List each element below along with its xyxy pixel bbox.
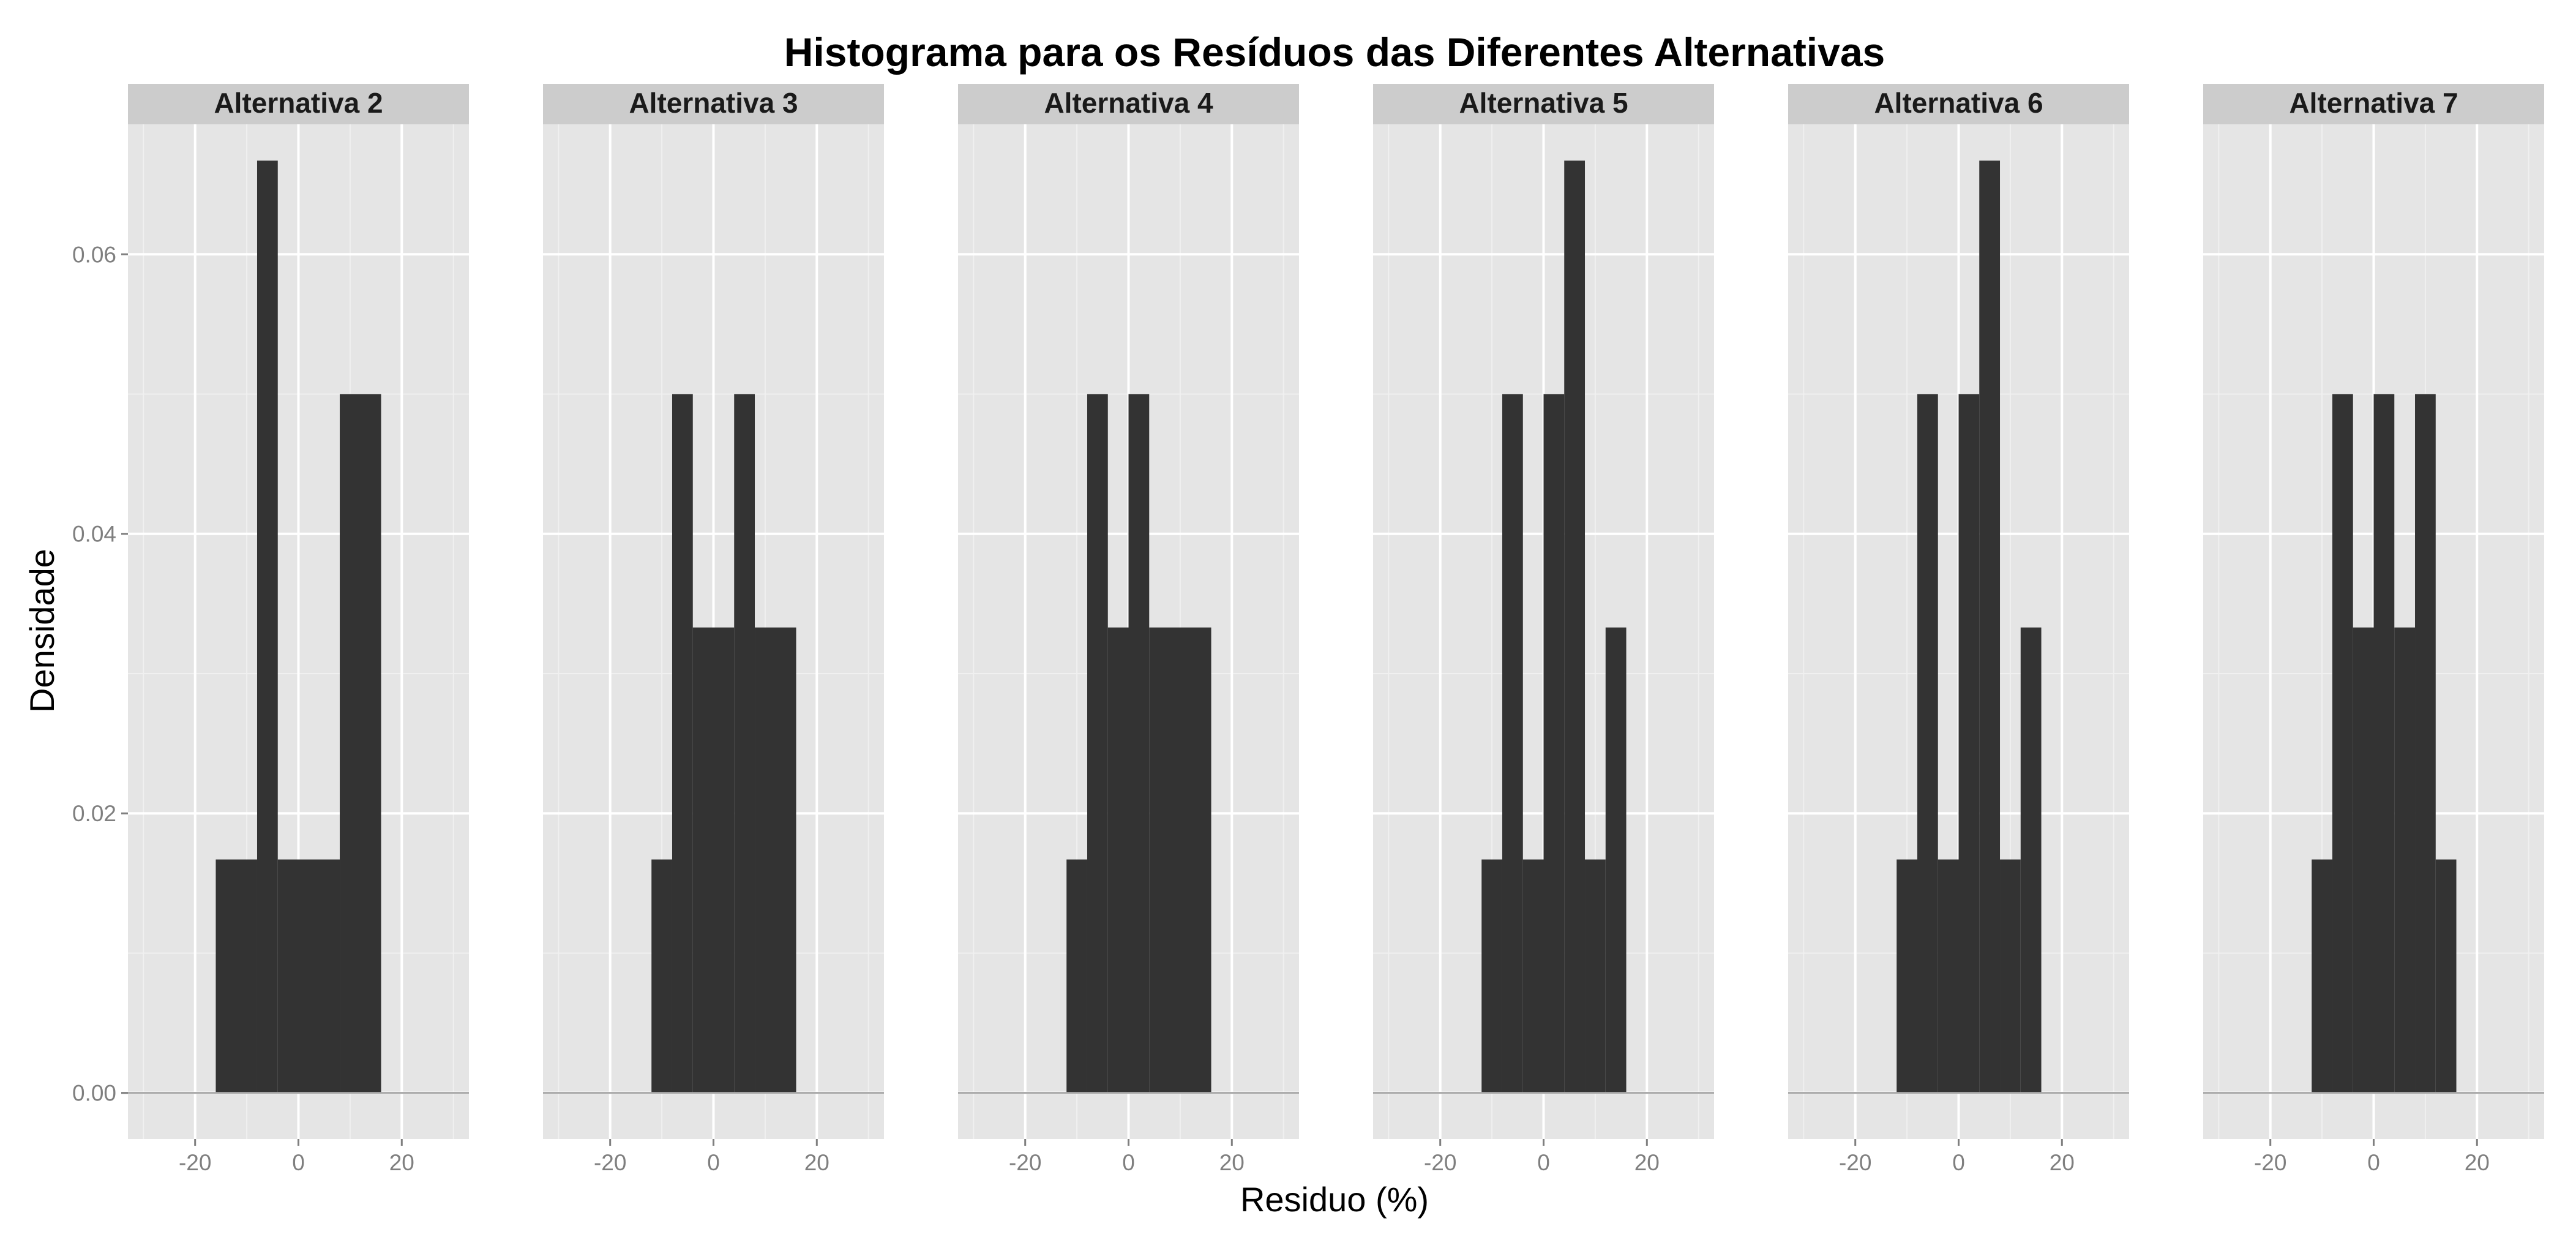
x-tick-label: -20 bbox=[179, 1150, 211, 1175]
x-tick-label: -20 bbox=[1424, 1150, 1456, 1175]
y-tick-label: 0.00 bbox=[72, 1081, 116, 1106]
histogram-bar bbox=[692, 627, 735, 1093]
histogram-bar bbox=[2415, 394, 2436, 1093]
histogram-bar bbox=[277, 859, 340, 1093]
histogram-bar bbox=[256, 160, 278, 1093]
histogram-bar bbox=[1481, 859, 1502, 1093]
x-tick-label: -20 bbox=[594, 1150, 626, 1175]
x-tick-label: 20 bbox=[2050, 1150, 2075, 1175]
facet-strip bbox=[1788, 84, 2129, 124]
x-tick-label: 0 bbox=[1952, 1150, 1965, 1175]
histogram-bar bbox=[2373, 394, 2395, 1093]
x-tick-label: 20 bbox=[389, 1150, 414, 1175]
facet-strip-label: Alternativa 4 bbox=[1044, 87, 1213, 119]
histogram-bar bbox=[1502, 394, 1523, 1093]
x-tick-label: 0 bbox=[2367, 1150, 2380, 1175]
histogram-bar bbox=[672, 394, 693, 1093]
histogram-bar bbox=[1958, 394, 1980, 1093]
facet-strip bbox=[1373, 84, 1714, 124]
histogram-bar bbox=[2435, 859, 2457, 1093]
histogram-bar bbox=[1522, 859, 1544, 1093]
x-tick-label: -20 bbox=[1009, 1150, 1041, 1175]
facet-panel: Alternativa 2 -20 0 20 bbox=[128, 84, 469, 1175]
facet-strip bbox=[2203, 84, 2544, 124]
x-tick-label: 0 bbox=[1537, 1150, 1550, 1175]
histogram-bar bbox=[2353, 627, 2374, 1093]
histogram-bar bbox=[651, 859, 672, 1093]
histogram-bar bbox=[1917, 394, 1938, 1093]
facet-strip bbox=[958, 84, 1299, 124]
x-tick-label: 0 bbox=[707, 1150, 720, 1175]
histogram-bar bbox=[1896, 859, 1917, 1093]
y-axis-title: Densidade bbox=[23, 549, 61, 713]
facet-strip-label: Alternativa 3 bbox=[629, 87, 798, 119]
x-tick-label: -20 bbox=[2254, 1150, 2286, 1175]
y-tick-label: 0.06 bbox=[72, 242, 116, 267]
facet-strip-label: Alternativa 7 bbox=[2289, 87, 2458, 119]
histogram-bar bbox=[1128, 394, 1150, 1093]
facet-strip-label: Alternativa 5 bbox=[1459, 87, 1628, 119]
histogram-bar bbox=[1066, 859, 1087, 1093]
facet-panel: Alternativa 7 -20 0 20 bbox=[2203, 84, 2544, 1175]
histogram-bar bbox=[340, 394, 381, 1093]
facet-strip bbox=[128, 84, 469, 124]
facet-strip-label: Alternativa 6 bbox=[1874, 87, 2043, 119]
x-axis-title: Residuo (%) bbox=[1240, 1180, 1429, 1219]
histogram-bar bbox=[1564, 160, 1586, 1093]
x-tick-label: 0 bbox=[1122, 1150, 1135, 1175]
histogram-bar bbox=[755, 627, 796, 1093]
histogram-bar bbox=[1107, 627, 1129, 1093]
facet-strip-label: Alternativa 2 bbox=[214, 87, 383, 119]
histogram-bar bbox=[1543, 394, 1565, 1093]
histogram-bar bbox=[215, 859, 257, 1093]
facet-panel: Alternativa 4 -20 0 20 bbox=[958, 84, 1299, 1175]
histogram-bar bbox=[1585, 859, 1606, 1093]
histogram-bar bbox=[1938, 859, 1959, 1093]
y-tick-label: 0.02 bbox=[72, 801, 116, 826]
x-tick-label: -20 bbox=[1839, 1150, 1871, 1175]
histogram-bar bbox=[1605, 627, 1627, 1093]
histogram-bar bbox=[1979, 160, 2001, 1093]
histogram-bar bbox=[2000, 859, 2021, 1093]
histogram-bar bbox=[734, 394, 755, 1093]
facet-panel: Alternativa 6 -20 0 20 bbox=[1788, 84, 2129, 1175]
facet-panel: Alternativa 3 -20 0 20 bbox=[543, 84, 884, 1175]
histogram-bar bbox=[2332, 394, 2353, 1093]
histogram-bar bbox=[2312, 859, 2332, 1093]
histogram-bar bbox=[2020, 627, 2042, 1093]
histogram-bar bbox=[1087, 394, 1108, 1093]
facet-strip bbox=[543, 84, 884, 124]
facet-panel: Alternativa 5 -20 0 20 bbox=[1373, 84, 1714, 1175]
x-tick-label: 20 bbox=[804, 1150, 829, 1175]
y-tick-label: 0.04 bbox=[72, 522, 116, 547]
x-tick-label: 20 bbox=[1634, 1150, 1660, 1175]
chart-title: Histograma para os Resíduos das Diferent… bbox=[784, 29, 1885, 75]
x-tick-label: 0 bbox=[292, 1150, 305, 1175]
histogram-bar bbox=[2394, 627, 2416, 1093]
x-tick-label: 20 bbox=[1219, 1150, 1245, 1175]
y-axis: 0.00 0.02 0.04 0.06 bbox=[72, 242, 128, 1106]
x-tick-label: 20 bbox=[2465, 1150, 2490, 1175]
histogram-bar bbox=[1149, 627, 1211, 1093]
